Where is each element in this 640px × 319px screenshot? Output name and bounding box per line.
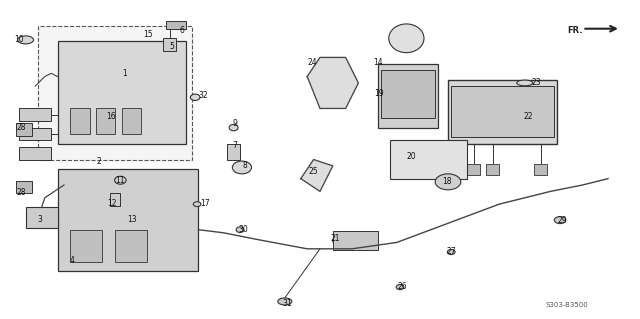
FancyBboxPatch shape xyxy=(163,38,176,51)
Text: 16: 16 xyxy=(106,112,116,121)
FancyBboxPatch shape xyxy=(110,193,120,206)
Text: 25: 25 xyxy=(308,167,319,176)
FancyBboxPatch shape xyxy=(70,230,102,262)
Text: 5: 5 xyxy=(169,42,174,51)
FancyBboxPatch shape xyxy=(381,70,435,118)
Text: 11: 11 xyxy=(115,176,124,185)
Text: FR.: FR. xyxy=(567,26,582,35)
FancyBboxPatch shape xyxy=(467,164,480,175)
FancyBboxPatch shape xyxy=(19,108,51,121)
Text: 7: 7 xyxy=(232,141,237,150)
FancyBboxPatch shape xyxy=(378,64,438,128)
Text: 18: 18 xyxy=(442,177,451,186)
Ellipse shape xyxy=(115,176,126,184)
Text: 4: 4 xyxy=(69,256,74,265)
Text: 32: 32 xyxy=(198,91,208,100)
Text: 14: 14 xyxy=(372,58,383,67)
Text: 28: 28 xyxy=(17,123,26,132)
Text: 22: 22 xyxy=(524,112,532,121)
Text: 26: 26 xyxy=(397,282,407,291)
FancyBboxPatch shape xyxy=(122,108,141,134)
FancyBboxPatch shape xyxy=(227,144,240,160)
Text: 6: 6 xyxy=(180,26,185,35)
Ellipse shape xyxy=(18,36,34,44)
Text: 15: 15 xyxy=(143,30,154,39)
Text: 28: 28 xyxy=(17,188,26,197)
FancyBboxPatch shape xyxy=(534,164,547,175)
Text: 10: 10 xyxy=(14,35,24,44)
Text: 31: 31 xyxy=(282,299,292,308)
Text: 29: 29 xyxy=(557,216,567,225)
Polygon shape xyxy=(301,160,333,191)
Text: S303-B3500: S303-B3500 xyxy=(545,302,588,308)
FancyBboxPatch shape xyxy=(166,21,186,29)
FancyBboxPatch shape xyxy=(451,86,554,137)
Ellipse shape xyxy=(193,202,201,207)
Text: 17: 17 xyxy=(200,199,210,208)
Ellipse shape xyxy=(191,94,200,100)
FancyBboxPatch shape xyxy=(38,26,192,160)
Text: 3: 3 xyxy=(38,215,43,224)
Polygon shape xyxy=(307,57,358,108)
Ellipse shape xyxy=(517,80,532,86)
FancyBboxPatch shape xyxy=(19,147,51,160)
Ellipse shape xyxy=(333,232,378,249)
Text: 30: 30 xyxy=(238,225,248,234)
FancyBboxPatch shape xyxy=(19,128,51,140)
FancyBboxPatch shape xyxy=(448,80,557,144)
Ellipse shape xyxy=(388,24,424,53)
Ellipse shape xyxy=(396,285,404,290)
Text: 19: 19 xyxy=(374,89,384,98)
Text: 2: 2 xyxy=(97,157,102,166)
FancyBboxPatch shape xyxy=(115,230,147,262)
Text: 8: 8 xyxy=(242,161,247,170)
Text: 23: 23 xyxy=(531,78,541,87)
Ellipse shape xyxy=(278,298,292,305)
Text: 12: 12 xyxy=(108,199,116,208)
FancyBboxPatch shape xyxy=(333,231,378,250)
Text: 21: 21 xyxy=(331,234,340,243)
FancyBboxPatch shape xyxy=(390,140,467,179)
FancyBboxPatch shape xyxy=(96,108,115,134)
FancyBboxPatch shape xyxy=(16,123,32,136)
FancyBboxPatch shape xyxy=(451,164,464,175)
Ellipse shape xyxy=(447,249,455,255)
FancyBboxPatch shape xyxy=(16,181,32,193)
Ellipse shape xyxy=(435,174,461,190)
Text: 27: 27 xyxy=(446,247,456,256)
Ellipse shape xyxy=(554,217,566,224)
Text: 13: 13 xyxy=(127,215,138,224)
Ellipse shape xyxy=(232,161,252,174)
FancyBboxPatch shape xyxy=(26,207,58,228)
FancyBboxPatch shape xyxy=(486,164,499,175)
FancyBboxPatch shape xyxy=(70,108,90,134)
Ellipse shape xyxy=(236,227,244,233)
Text: 1: 1 xyxy=(122,69,127,78)
Text: 20: 20 xyxy=(406,152,416,161)
FancyBboxPatch shape xyxy=(58,169,198,271)
FancyBboxPatch shape xyxy=(58,41,186,144)
Text: 9: 9 xyxy=(232,119,237,128)
Text: 24: 24 xyxy=(307,58,317,67)
Ellipse shape xyxy=(229,124,238,131)
